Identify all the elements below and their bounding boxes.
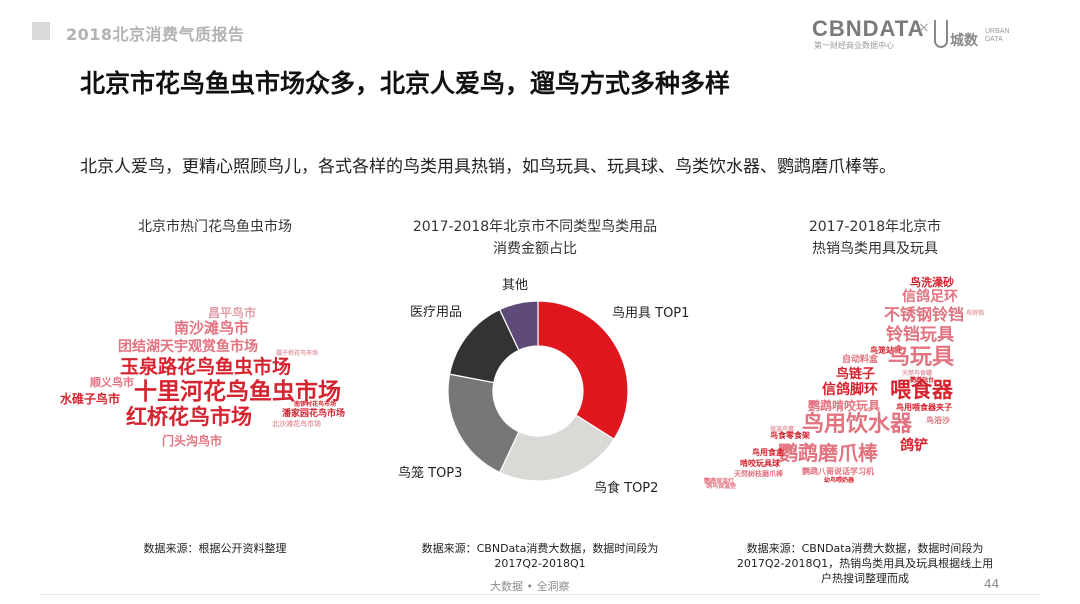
word-0: 昌平鸟市 [208, 306, 257, 320]
right-panel-title-line2: 热销鸟类用具及玩具 [812, 241, 938, 257]
page-number: 44 [984, 577, 1000, 591]
word-1: 南沙滩鸟市 [174, 319, 250, 337]
word-10: 信鸽脚环 [822, 382, 878, 398]
word-12: 福子桥花鸟市场 [276, 350, 319, 357]
word-25: 鹦鹉保温灯 [704, 478, 735, 485]
word-12: 喂食器 [890, 378, 953, 402]
page-subtitle: 北京人爱鸟，更精心照顾鸟儿，各式各样的鸟类用具热销，如鸟玩具、玩具球、鸟类饮水器… [80, 157, 896, 177]
donut-slice-2 [447, 373, 520, 474]
word-27: 幼鸟喂奶器 [824, 477, 855, 484]
right-panel-source: 数据来源：CBNData消费大数据，数据时间段为 2017Q2-2018Q1，热… [720, 541, 1010, 586]
word-4: 铃铛玩具 [886, 325, 954, 345]
donut-slice-1 [498, 414, 615, 482]
word-1: 信鸽足环 [902, 289, 958, 305]
word-5: 鸟笼站杆 [870, 346, 902, 355]
cbndata-subtitle: 第一财经商业数据中心 [814, 41, 894, 50]
brand-separator: × [918, 20, 930, 36]
report-title: 2018北京消费气质报告 [66, 25, 245, 44]
donut-label-2: 鸟笼 TOP3 [398, 465, 462, 481]
donut-label-0: 鸟用具 TOP1 [612, 305, 689, 321]
word-9: 天然鸟食罐 [902, 370, 933, 377]
footer-tagline: 大数据 • 全洞察 [490, 580, 570, 593]
word-14: 鸟用喂食器夹子 [896, 403, 952, 412]
word-18: 保温鸟窝 [770, 426, 795, 433]
word-7: 自动料盒 [842, 355, 879, 365]
word-21: 鸟用食盒 [752, 448, 784, 457]
word-5: 顺义鸟市 [90, 376, 134, 389]
donut-label-4: 其他 [502, 278, 528, 293]
word-24: 鹦鹉八哥说话学习机 [802, 467, 874, 476]
right-panel-source-line2: 2017Q2-2018Q1，热销鸟类用具及玩具根据线上用 [736, 557, 994, 570]
right-panel-title-line1: 2017-2018年北京市 [808, 219, 942, 235]
left-panel-title: 北京市热门花鸟鱼虫市场 [138, 219, 292, 235]
word-3: 鸟铃铛 [966, 310, 985, 317]
word-6: 水碓子鸟市 [60, 392, 121, 406]
category-donut-chart: 鸟用具 TOP1 鸟食 TOP2 鸟笼 TOP3 医疗用品 其他 [398, 278, 689, 496]
chart-source: 数据来源：CBNData消费大数据，数据时间段为 2017Q2-2018Q1 [395, 541, 685, 571]
right-panel-title: 2017-2018年北京市 热销鸟类用具及玩具 [770, 216, 980, 260]
chart-source-line2: 2017Q2-2018Q1 [494, 557, 586, 570]
chart-title: 2017-2018年北京市不同类型鸟类用品 消费金额占比 [370, 216, 700, 260]
word-8: 鸟链子 [836, 367, 876, 382]
word-26: 鸽鸟保温垫 [706, 483, 737, 490]
word-19: 鹦鹉磨爪棒 [778, 441, 878, 465]
chart-title-line1: 2017-2018年北京市不同类型鸟类用品 [412, 219, 658, 235]
right-panel-source-line3: 户热搜词整理而成 [821, 572, 909, 585]
word-17: 鸟食零食架 [770, 431, 810, 440]
word-8: 门头沟鸟市 [162, 434, 223, 448]
word-23: 天然树枝磨爪棒 [734, 470, 783, 478]
cbndata-logo: CBNDATA [812, 16, 925, 41]
urbandata-logo-icon [934, 20, 948, 48]
word-10: 北沙滩花鸟市场 [272, 420, 321, 428]
donut-slice-4 [498, 300, 539, 352]
bird-product-word-cloud: 鸟洗澡砂 信鸽足环 不锈钢铃铛 鸟铃铛 铃铛玩具 鸟笼站杆 鸟玩具 自动料盒 鸟… [704, 275, 1040, 495]
brand-logos: CBNDATA 第一财经商业数据中心 × 城数 URBAN DATA [812, 16, 1017, 56]
donut-label-3: 医疗用品 [410, 305, 462, 320]
word-16: 鸟浴沙 [926, 416, 950, 425]
page-title: 北京市花鸟鱼虫市场众多，北京人爱鸟，遛鸟方式多种多样 [80, 69, 731, 98]
word-9: 潘家园花鸟市场 [282, 409, 346, 419]
left-panel-source: 数据来源：根据公开资料整理 [143, 542, 287, 555]
right-panel-source-line1: 数据来源：CBNData消费大数据，数据时间段为 [746, 542, 984, 555]
word-11: 南锣村花鸟市场 [294, 401, 337, 408]
chart-title-line2: 消费金额占比 [493, 241, 577, 257]
donut-label-1: 鸟食 TOP2 [594, 480, 658, 496]
urbandata-logo-en: URBAN DATA [985, 28, 1010, 43]
word-4: 十里河花鸟鱼虫市场 [134, 379, 341, 405]
word-15: 鸟用饮水器 [802, 412, 913, 437]
word-13: 鹦鹉啃咬玩具 [808, 399, 881, 413]
word-7: 红桥花鸟市场 [126, 405, 252, 429]
footer-divider [40, 594, 1040, 595]
urbandata-logo-cn: 城数 [950, 33, 978, 49]
word-0: 鸟洗澡砂 [910, 276, 954, 289]
word-6: 鸟玩具 [888, 345, 955, 370]
word-20: 鸽铲 [900, 438, 928, 454]
word-11: 鹦鹉站台 [910, 377, 935, 384]
word-2: 不锈钢铃铛 [884, 305, 965, 324]
word-22: 啃咬玩具球 [740, 459, 780, 468]
chart-source-line1: 数据来源：CBNData消费大数据，数据时间段为 [421, 542, 659, 555]
word-2: 团结湖天宇观赏鱼市场 [118, 339, 258, 355]
word-3: 玉泉路花鸟鱼虫市场 [120, 356, 292, 378]
donut-slice-0 [537, 300, 629, 441]
header-square [32, 22, 50, 40]
market-word-cloud: 昌平鸟市 南沙滩鸟市 团结湖天宇观赏鱼市场 玉泉路花鸟鱼虫市场 十里河花鸟鱼虫市… [50, 295, 390, 455]
